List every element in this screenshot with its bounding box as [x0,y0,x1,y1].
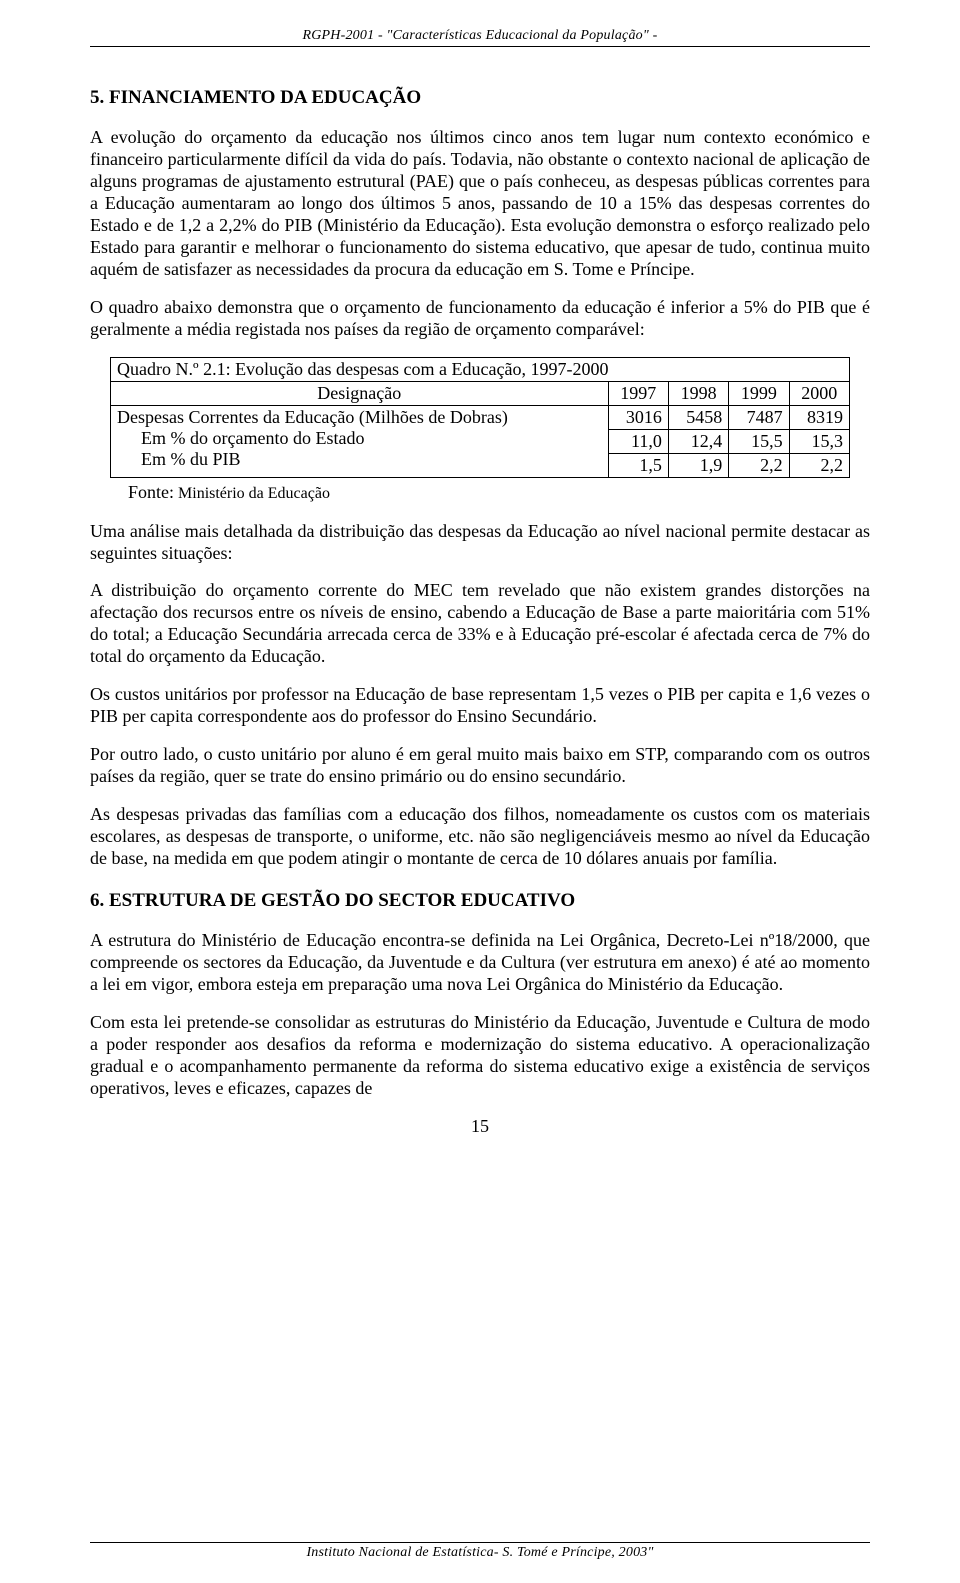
paragraph-1: A evolução do orçamento da educação nos … [90,127,870,281]
cell-0-3: 8319 [789,405,849,429]
section-5-title: 5. FINANCIAMENTO DA EDUCAÇÃO [90,87,870,109]
cell-2-1: 1,9 [668,453,728,477]
paragraph-9: Com esta lei pretende-se consolidar as e… [90,1012,870,1100]
section-6-title: 6. ESTRUTURA DE GESTÃO DO SECTOR EDUCATI… [90,890,870,912]
document-footer: Instituto Nacional de Estatística- S. To… [90,1545,870,1561]
header-rule [90,46,870,47]
cell-0-2: 7487 [729,405,789,429]
paragraph-7: As despesas privadas das famílias com a … [90,804,870,870]
paragraph-6: Por outro lado, o custo unitário por alu… [90,744,870,788]
table-row-1-label: Em % do orçamento do Estado [117,428,602,449]
cell-2-2: 2,2 [729,453,789,477]
table-source: Fonte: Ministério da Educação [128,482,870,503]
table-year-2: 1999 [729,381,789,405]
cell-1-1: 12,4 [668,429,728,453]
source-label: Fonte: [128,482,174,502]
cell-1-0: 11,0 [608,429,668,453]
table-year-0: 1997 [608,381,668,405]
paragraph-4: A distribuição do orçamento corrente do … [90,580,870,668]
table-row-0-label: Despesas Correntes da Educação (Milhões … [117,407,602,428]
document-header: RGPH-2001 - "Características Educacional… [90,28,870,44]
cell-1-2: 15,5 [729,429,789,453]
source-text: Ministério da Educação [174,485,330,502]
table-year-1: 1998 [668,381,728,405]
cell-1-3: 15,3 [789,429,849,453]
cell-0-1: 5458 [668,405,728,429]
paragraph-8: A estrutura do Ministério de Educação en… [90,930,870,996]
table-year-3: 2000 [789,381,849,405]
table-2-1: Quadro N.º 2.1: Evolução das despesas co… [110,357,850,478]
table-header-label: Designação [111,381,609,405]
paragraph-2: O quadro abaixo demonstra que o orçament… [90,297,870,341]
cell-2-0: 1,5 [608,453,668,477]
paragraph-5: Os custos unitários por professor na Edu… [90,684,870,728]
footer-rule [90,1542,870,1543]
table-title: Quadro N.º 2.1: Evolução das despesas co… [111,357,850,381]
page-number: 15 [90,1116,870,1137]
paragraph-3: Uma análise mais detalhada da distribuiç… [90,521,870,565]
table-row-2-label: Em % du PIB [117,449,602,470]
cell-2-3: 2,2 [789,453,849,477]
cell-0-0: 3016 [608,405,668,429]
